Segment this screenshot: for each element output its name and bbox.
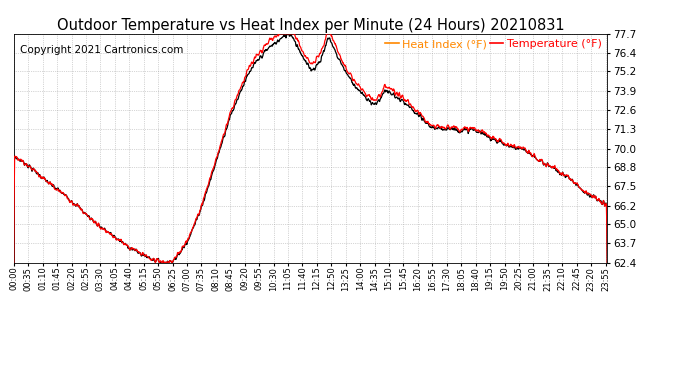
Text: Copyright 2021 Cartronics.com: Copyright 2021 Cartronics.com [20, 45, 183, 55]
Title: Outdoor Temperature vs Heat Index per Minute (24 Hours) 20210831: Outdoor Temperature vs Heat Index per Mi… [57, 18, 564, 33]
Legend: Heat Index (°F), Temperature (°F): Heat Index (°F), Temperature (°F) [381, 35, 606, 54]
